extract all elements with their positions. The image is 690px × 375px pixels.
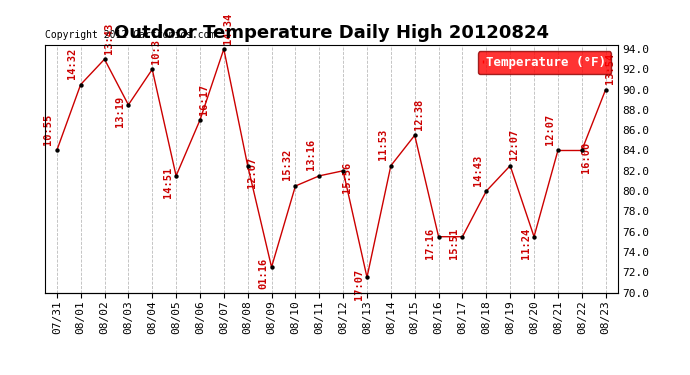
Point (195, 117, 206, 123)
Text: 17:16: 17:16 (425, 228, 435, 259)
Point (481, 188, 492, 194)
Text: 10:3: 10:3 (151, 39, 161, 64)
Point (553, 147, 564, 153)
Text: 15:56: 15:56 (342, 162, 353, 193)
Text: 14:51: 14:51 (163, 167, 172, 198)
Text: 16:17: 16:17 (199, 83, 209, 114)
Point (529, 234, 540, 240)
Text: 14:34: 14:34 (223, 12, 233, 44)
Text: 11:24: 11:24 (521, 228, 531, 259)
Text: 16:00: 16:00 (581, 141, 591, 173)
Point (242, 163, 253, 169)
Text: 12:07: 12:07 (544, 114, 555, 145)
Point (409, 132, 420, 138)
Text: 14:43: 14:43 (473, 154, 483, 186)
Text: 12:07: 12:07 (509, 129, 520, 160)
Point (504, 163, 515, 169)
Point (362, 274, 373, 280)
Text: Copyright 2012 Cartronics.com: Copyright 2012 Cartronics.com (45, 30, 215, 40)
Point (314, 173, 325, 179)
Point (433, 234, 444, 240)
Point (385, 163, 396, 169)
Text: 14:32: 14:32 (68, 48, 77, 79)
Point (457, 234, 468, 240)
Text: 17:07: 17:07 (354, 268, 364, 300)
Point (266, 264, 277, 270)
Text: 12:07: 12:07 (247, 157, 257, 188)
Title: Outdoor Temperature Daily High 20120824: Outdoor Temperature Daily High 20120824 (114, 24, 549, 42)
Text: 15:51: 15:51 (449, 228, 459, 259)
Point (290, 183, 301, 189)
Legend: Temperature (°F): Temperature (°F) (477, 51, 611, 74)
Text: 13:16: 13:16 (306, 139, 316, 170)
Point (123, 102, 134, 108)
Point (170, 173, 181, 179)
Text: 12:38: 12:38 (414, 99, 424, 130)
Point (147, 66, 158, 72)
Text: 13:43: 13:43 (104, 22, 114, 54)
Point (576, 147, 587, 153)
Text: 13:19: 13:19 (115, 96, 125, 127)
Point (75, 81, 86, 87)
Point (337, 168, 348, 174)
Point (51, 147, 62, 153)
Text: 11:53: 11:53 (377, 129, 388, 160)
Text: 13:54: 13:54 (605, 53, 615, 84)
Text: 15:32: 15:32 (282, 149, 292, 180)
Text: 01:16: 01:16 (258, 258, 268, 290)
Point (218, 46, 229, 52)
Point (600, 87, 611, 93)
Point (99, 56, 110, 62)
Text: 10:55: 10:55 (43, 114, 53, 145)
